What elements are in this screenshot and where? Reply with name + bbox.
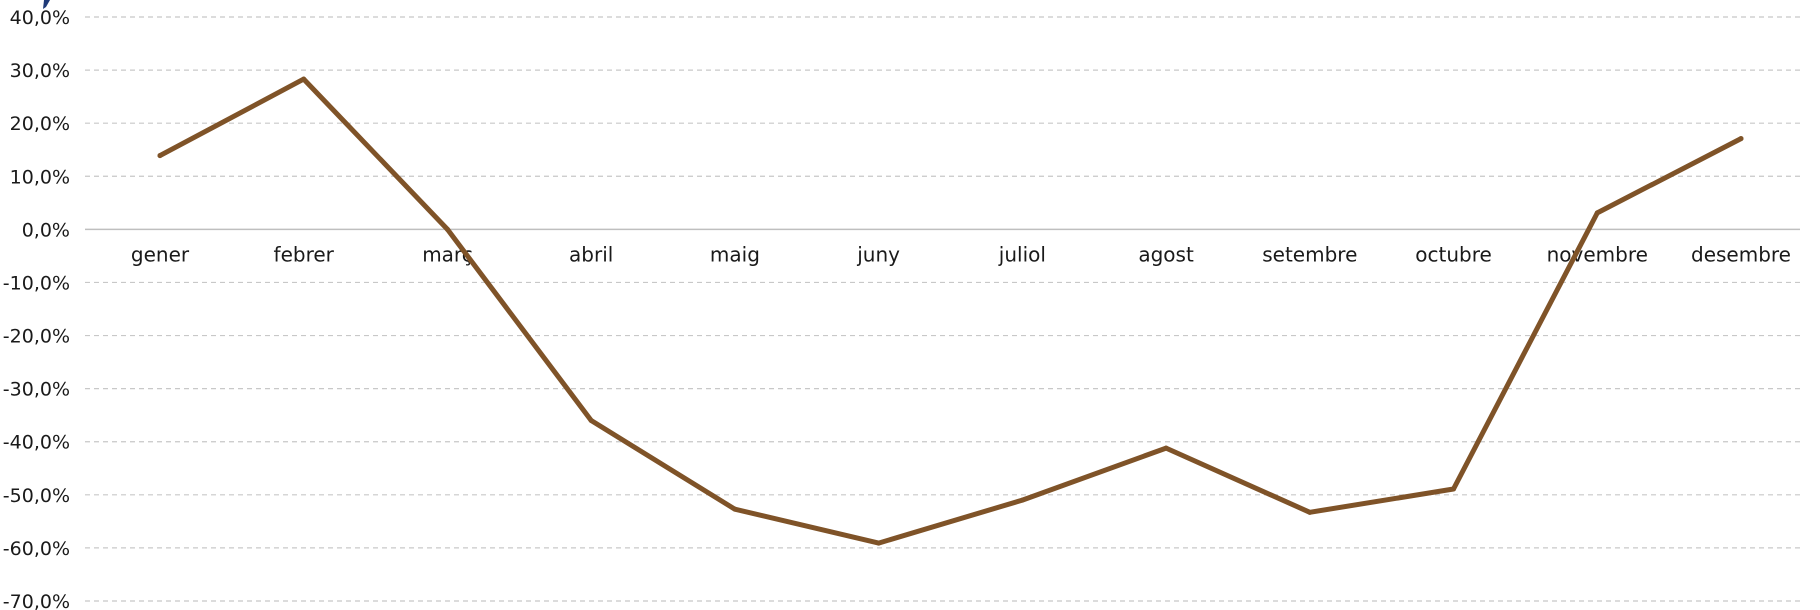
y-tick-label: -40,0%: [3, 432, 70, 454]
x-category-label: setembre: [1262, 242, 1357, 266]
y-tick-label: 20,0%: [10, 113, 70, 135]
y-tick-label: 40,0%: [10, 7, 70, 29]
data-point: [1594, 210, 1600, 216]
data-point: [1019, 497, 1025, 503]
corner-logo-fragment: [43, 0, 50, 9]
y-axis-tick-labels: 40,0% 30,0% 20,0% 10,0% 0,0% -10,0% -20,0% -30,…: [3, 7, 70, 610]
y-tick-label: -10,0%: [3, 272, 70, 294]
x-category-label: febrer: [274, 242, 335, 266]
data-point: [301, 76, 307, 82]
x-category-label: agost: [1138, 242, 1194, 266]
data-point: [1163, 445, 1169, 451]
x-category-label: juliol: [998, 242, 1046, 266]
x-axis-category-labels: gener febrer març abril maig juny juliol agost s…: [131, 242, 1791, 266]
y-tick-label: 30,0%: [10, 60, 70, 82]
y-tick-label: -70,0%: [3, 591, 70, 610]
data-point: [876, 540, 882, 546]
x-category-label: octubre: [1415, 242, 1492, 266]
data-point: [444, 226, 450, 232]
y-tick-label: -60,0%: [3, 538, 70, 560]
x-category-label: desembre: [1691, 242, 1791, 266]
series-line: [157, 76, 1744, 546]
x-category-label: maig: [710, 242, 760, 266]
data-point: [1451, 486, 1457, 492]
x-category-label: juny: [856, 242, 900, 266]
data-point: [1738, 136, 1744, 142]
data-point: [157, 153, 163, 159]
x-category-label: abril: [569, 242, 613, 266]
y-tick-label: -20,0%: [3, 326, 70, 348]
data-point: [588, 417, 594, 423]
x-category-label: novembre: [1547, 242, 1648, 266]
data-point: [1307, 509, 1313, 515]
data-point: [732, 506, 738, 512]
y-tick-label: -30,0%: [3, 379, 70, 401]
y-tick-label: -50,0%: [3, 485, 70, 507]
gridlines: [85, 16, 1800, 602]
x-category-label: gener: [131, 242, 190, 266]
y-tick-label: 10,0%: [10, 166, 70, 188]
series-layer: [157, 76, 1744, 546]
y-tick-label: 0,0%: [22, 219, 70, 241]
